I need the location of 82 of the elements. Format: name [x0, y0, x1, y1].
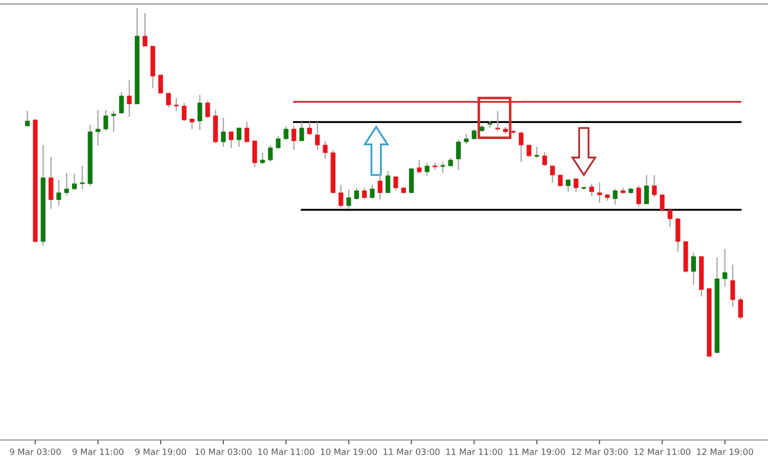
candlestick [738, 296, 743, 320]
candlestick [370, 184, 375, 200]
x-tick-label: 12 Mar 11:00 [634, 448, 690, 455]
candlestick [182, 102, 187, 122]
x-tick-label: 9 Mar 19:00 [135, 448, 186, 455]
x-tick-label: 12 Mar 03:00 [572, 448, 628, 455]
candlestick [322, 140, 328, 160]
candlestick [252, 140, 258, 168]
x-tick-label: 11 Mar 19:00 [509, 448, 565, 455]
candlestick [166, 92, 171, 108]
candlestick [346, 188, 352, 210]
candlestick [354, 187, 359, 200]
candlestick [64, 172, 69, 197]
candlestick [386, 170, 390, 194]
candlestick [660, 194, 665, 213]
candlestick [464, 133, 469, 145]
candlestick [307, 121, 312, 136]
candlestick [72, 173, 77, 190]
candlestick [260, 152, 265, 164]
candlestick [220, 117, 226, 148]
candlestick [456, 139, 461, 170]
candlestick [589, 183, 594, 197]
candlestick [472, 128, 476, 140]
candlestick [80, 165, 85, 190]
candlestick [722, 248, 728, 288]
candlestick [48, 156, 54, 210]
candlestick [652, 174, 657, 198]
x-tick-label: 10 Mar 03:00 [196, 448, 252, 455]
candlestick [518, 131, 524, 162]
candlestick [676, 217, 680, 252]
candlestick [526, 144, 532, 158]
candlestick [362, 187, 367, 200]
candlestick [111, 110, 116, 132]
candlestick [424, 162, 430, 176]
candlestick [668, 209, 672, 228]
x-tick-label: 11 Mar 03:00 [384, 448, 440, 455]
candlestick [142, 12, 148, 47]
candlestick [236, 127, 242, 148]
candlestick [119, 91, 124, 115]
candlestick [197, 94, 202, 131]
x-tick-label: 9 Mar 11:00 [72, 448, 124, 455]
candlestick [612, 188, 618, 206]
candlestick [103, 109, 108, 132]
x-tick-label: 11 Mar 11:00 [446, 448, 502, 455]
candlestick [96, 109, 100, 146]
candlestick [574, 178, 578, 192]
candlestick [542, 151, 548, 167]
candlestick [550, 165, 555, 184]
x-tick-label: 9 Mar 03:00 [10, 448, 61, 455]
candlestick [440, 161, 446, 174]
candlestick [597, 182, 602, 204]
candlestick [378, 172, 382, 200]
candlestick [56, 179, 62, 206]
candlestick [558, 174, 563, 188]
x-tick-label: 10 Mar 11:00 [258, 448, 314, 455]
candlestick [315, 121, 320, 151]
candlestick [190, 118, 194, 130]
candlestick [284, 125, 288, 140]
candlestick [691, 252, 696, 286]
candlestick [174, 97, 179, 112]
candlestick [416, 159, 422, 175]
candlestick [636, 185, 642, 208]
candlestick [268, 144, 273, 162]
candlestick [299, 121, 304, 142]
candlestick [486, 120, 493, 129]
candlestick [205, 100, 210, 118]
candlestick [25, 110, 30, 128]
candlestick [495, 110, 500, 132]
candlestick [158, 74, 164, 94]
candlestick [126, 79, 132, 118]
candlestick [276, 135, 281, 150]
candlestick [393, 176, 398, 192]
candlestick [534, 146, 540, 159]
candlestick [244, 121, 250, 143]
x-tick-label: 12 Mar 19:00 [697, 448, 754, 455]
x-tick-label: 10 Mar 19:00 [320, 448, 377, 455]
candlestick [338, 184, 344, 208]
candlestick [644, 174, 649, 205]
candlestick [730, 264, 736, 308]
candlestick [566, 179, 571, 192]
candlestick [292, 125, 296, 151]
candlestick [228, 131, 234, 148]
